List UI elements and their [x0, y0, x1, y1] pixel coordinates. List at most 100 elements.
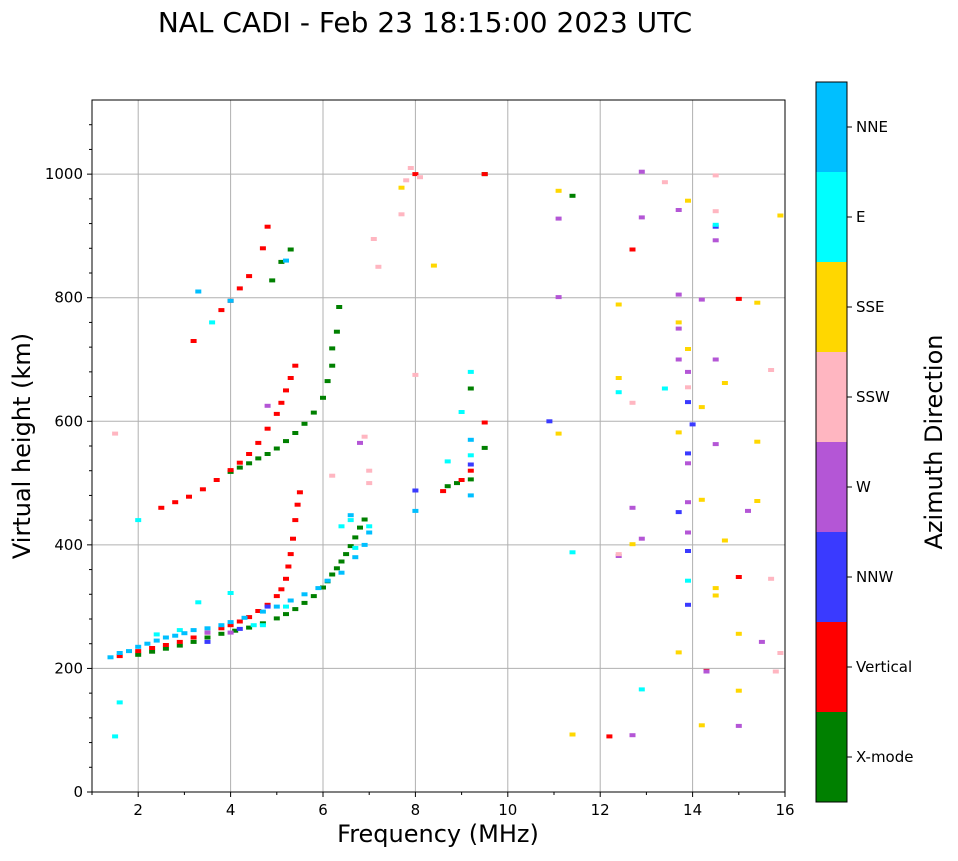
data-point — [283, 439, 289, 444]
data-point — [116, 654, 123, 659]
data-point — [481, 172, 488, 177]
data-point — [735, 688, 742, 693]
data-point — [412, 372, 419, 377]
data-point — [283, 612, 289, 617]
data-point — [366, 524, 373, 529]
data-point — [352, 535, 359, 540]
colorbar-segment — [816, 172, 847, 262]
data-point — [768, 368, 775, 372]
data-point — [721, 538, 728, 543]
data-point — [181, 631, 188, 636]
data-point — [481, 445, 488, 450]
data-point — [273, 616, 280, 621]
data-point — [347, 518, 354, 523]
data-point — [227, 298, 234, 303]
data-point — [301, 600, 308, 605]
data-point — [629, 542, 636, 547]
data-point — [264, 224, 271, 229]
data-point — [301, 421, 308, 426]
x-tick-label: 6 — [318, 801, 328, 819]
data-point — [454, 481, 460, 486]
data-point — [246, 452, 253, 456]
data-point — [236, 465, 243, 470]
data-point — [190, 628, 197, 633]
data-point — [615, 302, 622, 307]
data-point — [361, 542, 368, 547]
data-point — [172, 633, 179, 638]
data-point — [227, 620, 234, 625]
data-point — [287, 552, 294, 557]
data-point — [366, 481, 373, 486]
y-tick-label: 600 — [54, 412, 83, 430]
data-point — [195, 600, 202, 605]
x-axis-label: Frequency (MHz) — [337, 820, 539, 848]
colorbar-frame — [815, 81, 848, 803]
data-point — [467, 437, 474, 442]
data-point — [569, 193, 576, 198]
data-point — [721, 381, 728, 385]
colorbar-segment — [816, 352, 847, 442]
data-point — [712, 209, 719, 214]
data-point — [338, 524, 345, 529]
data-point — [336, 305, 343, 309]
data-point — [285, 564, 292, 569]
data-point — [777, 651, 784, 655]
data-point — [338, 559, 345, 564]
data-point — [661, 180, 668, 185]
x-tick-label: 4 — [226, 801, 236, 819]
data-point — [176, 639, 183, 644]
data-point — [292, 518, 299, 523]
data-point — [292, 363, 299, 368]
data-point — [712, 593, 719, 598]
colorbar-segment — [816, 532, 847, 622]
data-point — [269, 278, 276, 283]
data-point — [412, 508, 419, 513]
data-point — [661, 386, 668, 391]
data-point — [241, 615, 248, 620]
colorbar-tick-label: SSW — [856, 388, 890, 406]
data-point — [329, 473, 336, 478]
data-point — [153, 632, 160, 637]
data-point — [347, 544, 354, 549]
data-point — [153, 638, 160, 643]
data-point — [467, 493, 474, 498]
data-point — [685, 500, 691, 505]
data-point — [135, 652, 142, 657]
data-point — [467, 468, 474, 473]
data-point — [412, 488, 419, 493]
y-tick-label: 1000 — [45, 165, 83, 183]
data-point — [361, 517, 368, 522]
data-point — [264, 426, 271, 431]
data-point — [186, 494, 192, 499]
data-point — [158, 505, 165, 510]
data-point — [375, 264, 382, 269]
data-point — [712, 442, 719, 447]
data-point — [116, 700, 123, 705]
data-point — [333, 329, 340, 334]
data-point — [278, 259, 285, 264]
data-point — [357, 440, 363, 445]
data-point — [329, 363, 336, 368]
data-point — [227, 468, 234, 473]
data-point — [176, 643, 183, 648]
data-point — [204, 635, 211, 640]
data-point — [236, 286, 243, 291]
data-point — [735, 296, 742, 301]
data-point — [107, 655, 114, 660]
data-point — [555, 295, 562, 300]
y-tick-label: 0 — [73, 783, 83, 801]
data-point — [287, 376, 294, 380]
data-point — [370, 237, 377, 241]
data-point — [236, 619, 243, 624]
data-point — [754, 300, 761, 305]
data-point — [467, 453, 474, 458]
data-point — [615, 390, 622, 395]
data-point — [190, 339, 197, 343]
colorbar-segment — [816, 442, 847, 532]
data-point — [259, 246, 266, 251]
data-point — [135, 518, 142, 523]
data-point — [398, 185, 405, 190]
data-point — [703, 669, 710, 674]
data-point — [772, 669, 779, 674]
